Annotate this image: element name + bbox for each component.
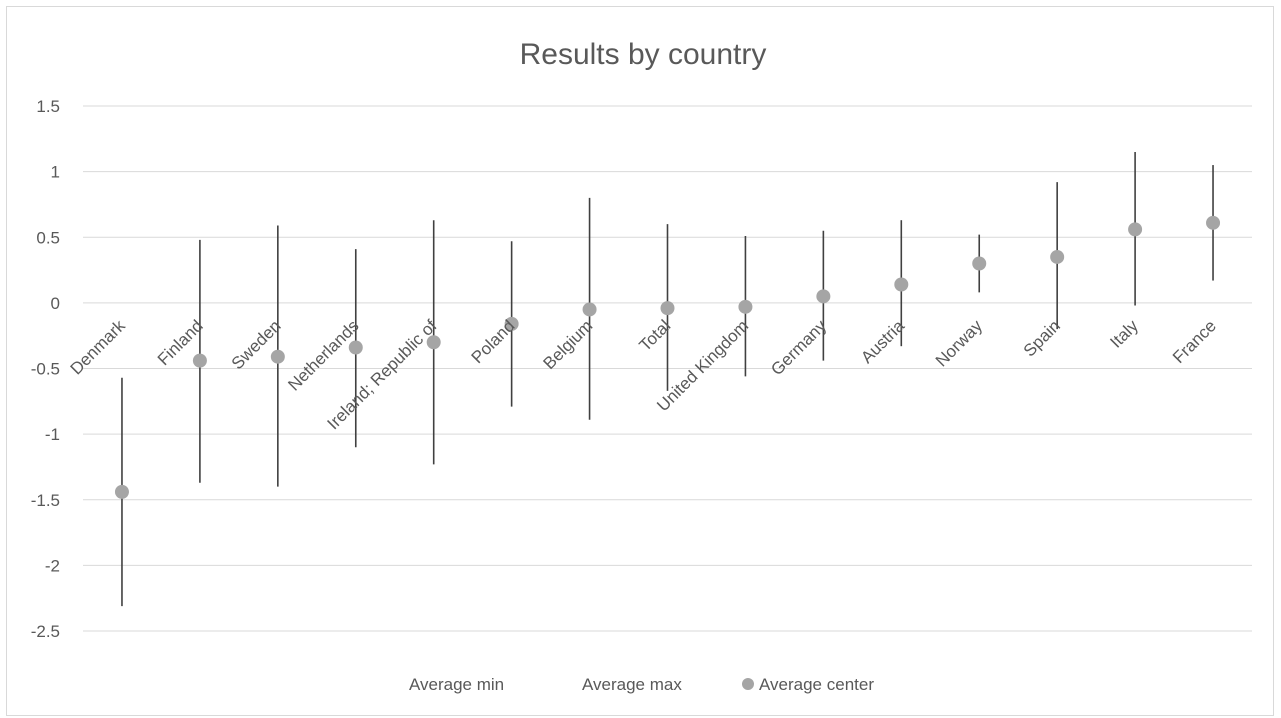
center-marker: [816, 289, 830, 303]
y-tick-label: 0: [51, 294, 60, 313]
center-marker: [1206, 216, 1220, 230]
center-marker: [661, 301, 675, 315]
y-tick-label: -2: [45, 556, 60, 575]
y-tick-label: -2.5: [31, 622, 60, 641]
category-label: Germany: [767, 316, 830, 379]
center-marker: [1128, 222, 1142, 236]
category-label: Italy: [1106, 316, 1142, 352]
category-label: Total: [635, 316, 674, 355]
center-marker: [894, 278, 908, 292]
legend-marker-icon: [742, 678, 754, 690]
category-label: Sweden: [228, 316, 285, 373]
category-label: Belgium: [540, 316, 597, 373]
center-marker: [738, 300, 752, 314]
center-marker: [1050, 250, 1064, 264]
category-label: Netherlands: [284, 316, 362, 394]
legend-item-max: Average max: [582, 675, 682, 694]
legend-item-min: Average min: [409, 675, 504, 694]
y-tick-label: -0.5: [31, 360, 60, 379]
center-marker: [193, 354, 207, 368]
center-marker: [583, 302, 597, 316]
y-tick-label: 1: [51, 163, 60, 182]
y-tick-label: -1.5: [31, 491, 60, 510]
center-marker: [972, 257, 986, 271]
y-tick-label: 1.5: [36, 97, 60, 116]
category-label: Poland: [468, 316, 519, 367]
center-marker: [115, 485, 129, 499]
legend: Average min Average max Average center: [409, 675, 874, 694]
category-labels: Denmark Finland Sweden NetherlandsIreland; …: [67, 316, 1220, 433]
legend-item-center: Average center: [759, 675, 874, 694]
y-tick-label: 0.5: [36, 228, 60, 247]
category-label: Denmark: [67, 316, 130, 379]
category-label: Norway: [932, 316, 987, 371]
y-axis-tick-labels: 1.5 1 0.5 0 -0.5 -1 -1.5 -2 -2.5: [31, 97, 60, 641]
chart-title: Results by country: [520, 38, 767, 71]
center-marker: [271, 350, 285, 364]
y-tick-label: -1: [45, 425, 60, 444]
center-marker: [349, 341, 363, 355]
category-label: France: [1169, 316, 1220, 367]
